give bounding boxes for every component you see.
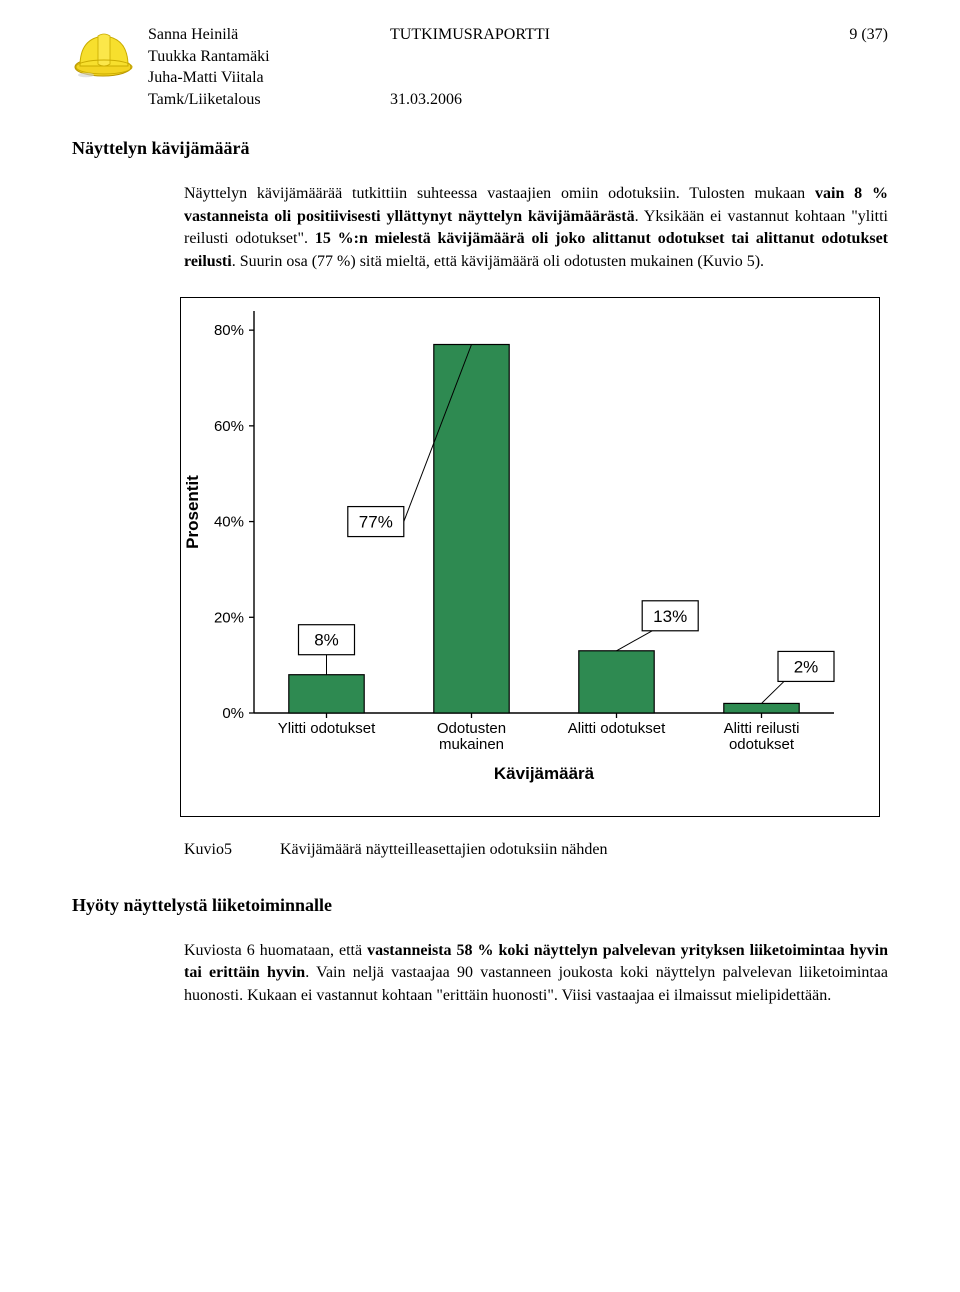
section-heading-2: Hyöty näyttelystä liiketoiminnalle	[72, 895, 888, 916]
report-date: 31.03.2006	[390, 89, 888, 111]
svg-text:Kävijämäärä: Kävijämäärä	[494, 764, 595, 783]
author-line: Sanna Heinilä	[148, 24, 378, 46]
svg-text:40%: 40%	[214, 514, 244, 531]
svg-text:mukainen: mukainen	[439, 736, 504, 753]
text-pre: Näyttelyn kävijämäärää tutkittiin suhtee…	[184, 185, 815, 202]
helmet-icon	[72, 26, 136, 80]
author-line: Juha-Matti Viitala	[148, 67, 378, 89]
svg-text:2%: 2%	[794, 657, 819, 676]
svg-text:Prosentit: Prosentit	[183, 475, 202, 549]
author-line: Tuukka Rantamäki	[148, 46, 378, 68]
section-heading-1: Näyttelyn kävijämäärä	[72, 138, 888, 159]
section1-paragraph: Näyttelyn kävijämäärää tutkittiin suhtee…	[184, 183, 888, 273]
svg-text:80%: 80%	[214, 322, 244, 339]
page-number: 9 (37)	[849, 24, 888, 46]
report-label: TUTKIMUSRAPORTTI	[390, 24, 550, 46]
figure-caption: Kuvio5 Kävijämäärä näytteilleasettajien …	[184, 841, 888, 859]
text-post: . Suurin osa (77 %) sitä mieltä, että kä…	[232, 253, 764, 270]
page-header: Sanna Heinilä Tuukka Rantamäki Juha-Matt…	[72, 24, 888, 110]
section2-paragraph: Kuviosta 6 huomataan, että vastanneista …	[184, 940, 888, 1007]
caption-text: Kävijämäärä näytteilleasettajien odotuks…	[280, 841, 607, 859]
svg-text:Odotusten: Odotusten	[437, 720, 506, 737]
svg-text:0%: 0%	[222, 705, 244, 722]
svg-text:77%: 77%	[359, 513, 393, 532]
svg-text:60%: 60%	[214, 418, 244, 435]
text-pre: Kuviosta 6 huomataan, että	[184, 942, 367, 959]
svg-text:20%: 20%	[214, 609, 244, 626]
svg-text:8%: 8%	[314, 631, 339, 650]
svg-text:13%: 13%	[653, 607, 687, 626]
svg-text:Alitti reilusti: Alitti reilusti	[724, 720, 800, 737]
svg-text:Ylitti odotukset: Ylitti odotukset	[278, 720, 376, 737]
caption-id: Kuvio5	[184, 841, 232, 859]
header-authors: Sanna Heinilä Tuukka Rantamäki Juha-Matt…	[148, 24, 378, 110]
svg-text:odotukset: odotukset	[729, 736, 795, 753]
svg-text:Alitti odotukset: Alitti odotukset	[568, 720, 666, 737]
bar-chart: 0% 20% 40% 60% 80% Prosentit Ylitti odotukset O…	[180, 297, 880, 817]
author-line: Tamk/Liiketalous	[148, 89, 378, 111]
header-meta: TUTKIMUSRAPORTTI 9 (37) 31.03.2006	[390, 24, 888, 110]
